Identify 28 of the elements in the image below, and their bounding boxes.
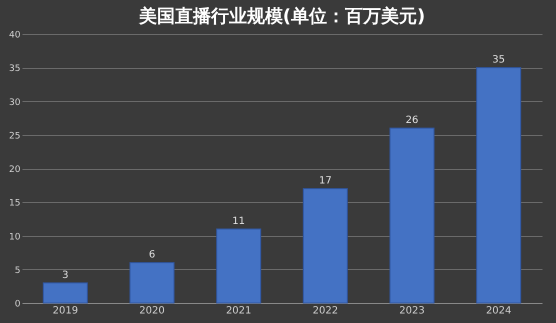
y-tick-label: 0 (14, 300, 21, 310)
bar (42, 282, 88, 304)
y-tick-label: 25 (9, 131, 20, 142)
data-label: 6 (148, 250, 156, 261)
data-label: 17 (318, 176, 332, 187)
y-tick-label: 35 (9, 64, 20, 74)
bar (390, 128, 434, 304)
bar (216, 228, 262, 304)
x-tick-label: 2020 (139, 306, 165, 316)
bar (476, 67, 522, 304)
data-label: 35 (492, 54, 506, 66)
bar (302, 188, 348, 304)
data-label: 26 (406, 115, 418, 126)
x-tick-label: 2019 (52, 306, 78, 316)
y-tick-label: 15 (9, 198, 20, 209)
y-tick-label: 20 (9, 165, 21, 175)
chart-title: 美国直播行业规模(单位：百万美元) (138, 6, 426, 27)
data-label: 11 (232, 216, 246, 228)
x-tick-label: 2024 (486, 306, 512, 316)
data-label: 3 (62, 270, 69, 281)
bar (130, 262, 174, 304)
y-tick-label: 30 (9, 98, 21, 108)
x-tick-label: 2023 (399, 306, 425, 316)
y-tick-label: 10 (9, 232, 21, 242)
x-tick-label: 2021 (226, 306, 252, 316)
x-tick-label: 2022 (312, 306, 338, 316)
y-tick-label: 40 (9, 30, 21, 40)
y-tick-label: 5 (14, 266, 20, 276)
